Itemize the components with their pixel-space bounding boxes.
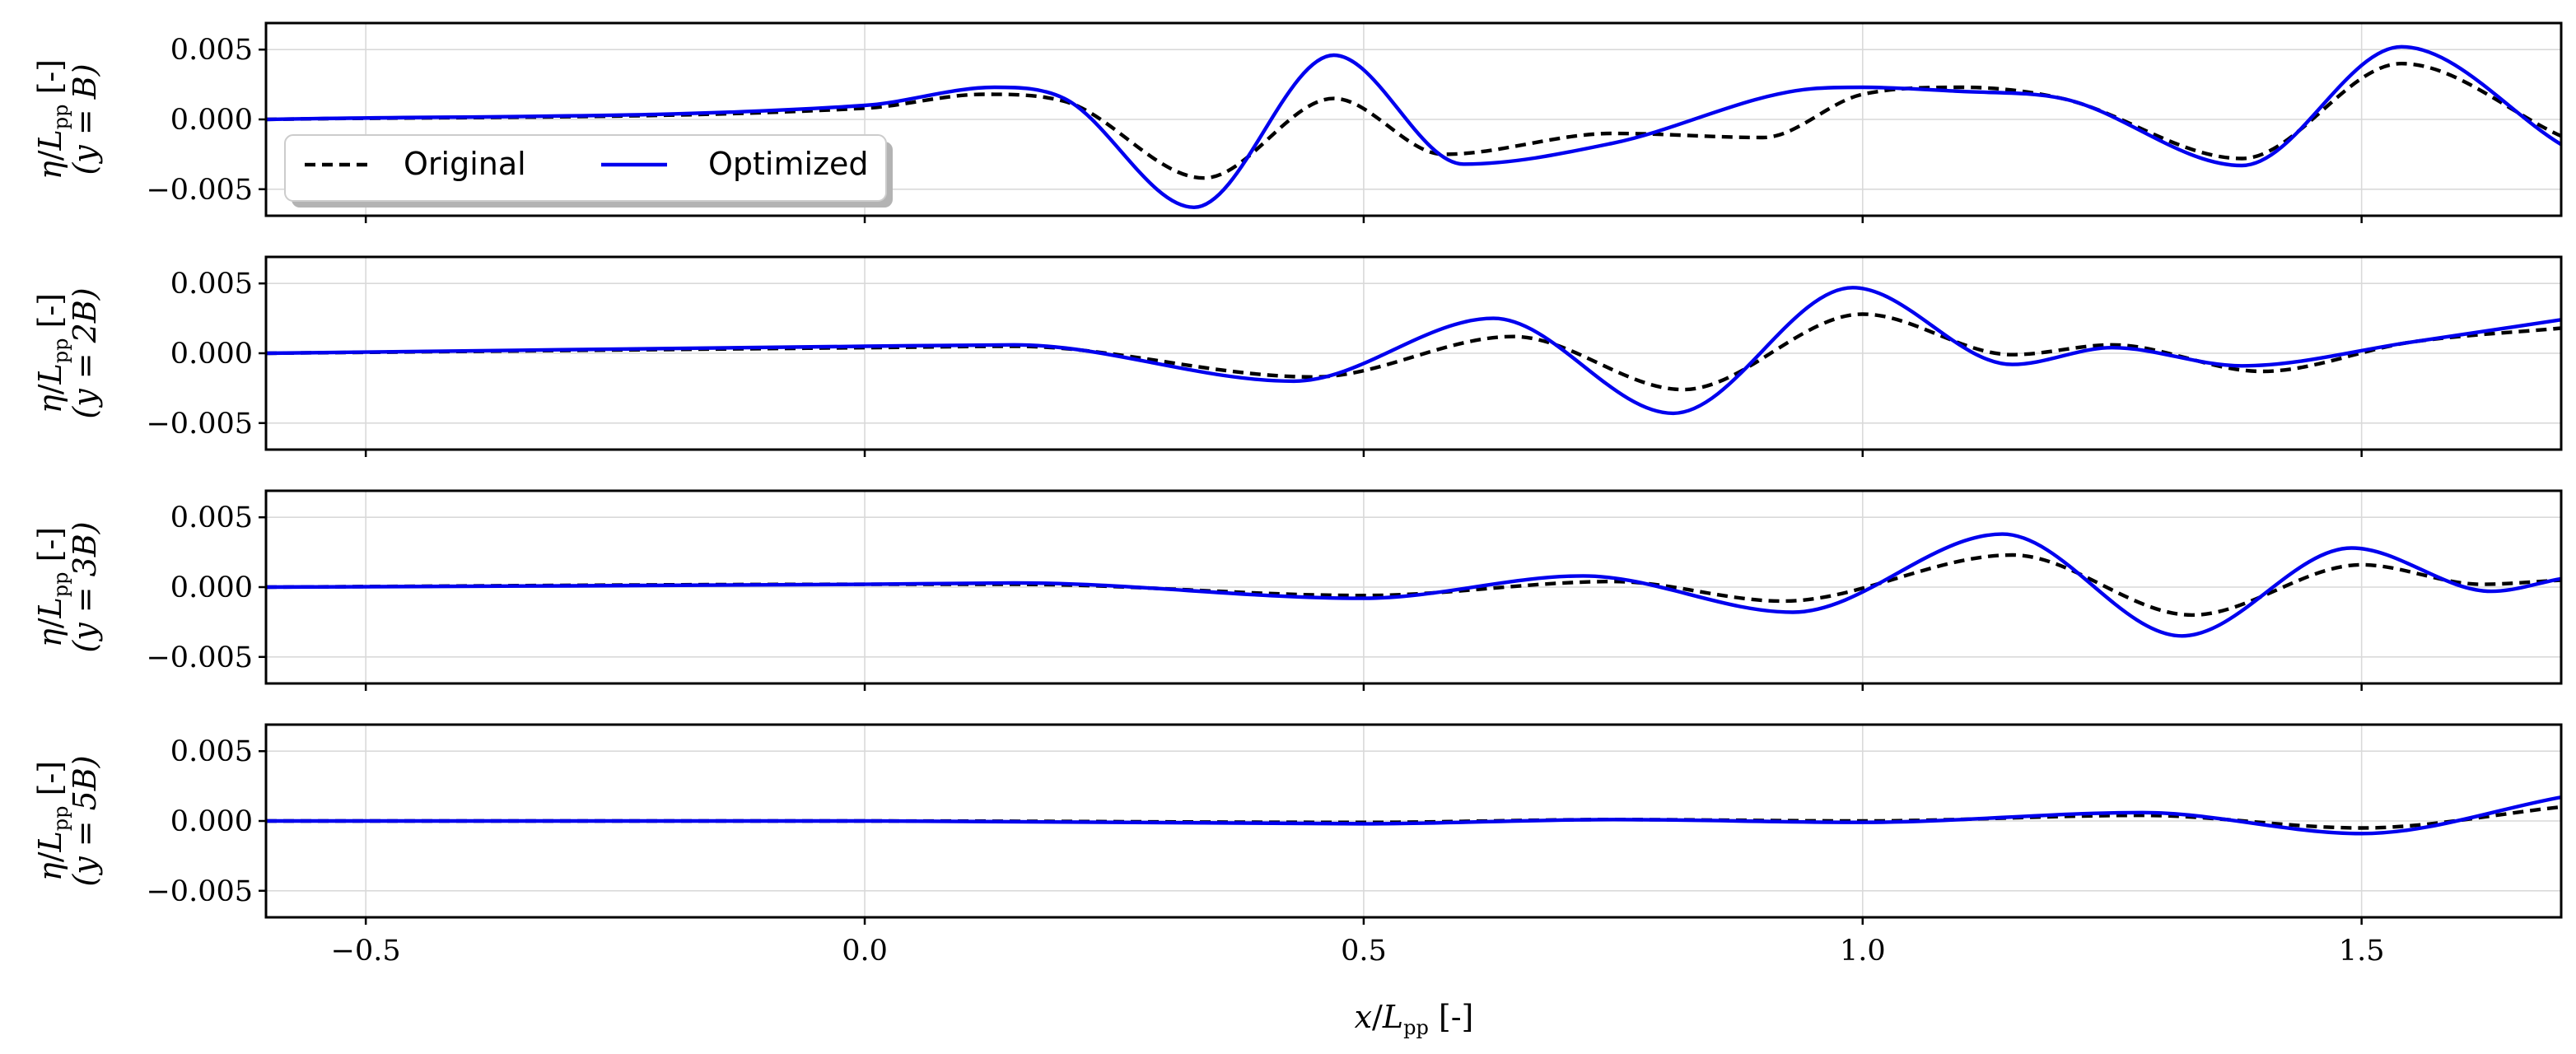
y-tick-label: 0.005 bbox=[170, 268, 253, 301]
y-label-var: L bbox=[32, 129, 68, 151]
y-tick-label: 0.000 bbox=[170, 104, 253, 137]
y-tick-label: 0.005 bbox=[170, 735, 253, 768]
x-tick-label: 1.5 bbox=[2339, 935, 2385, 968]
series-group bbox=[266, 532, 2561, 638]
y-axis-label: η/Lpp [-] bbox=[32, 293, 72, 413]
legend-box bbox=[284, 134, 887, 202]
x-tick-label: −0.5 bbox=[331, 935, 401, 968]
series-original-line bbox=[266, 62, 2561, 180]
panel-1: 0.005 0.000 −0.005 η/Lpp [-](y = B) bbox=[32, 21, 2563, 223]
series-group bbox=[266, 795, 2561, 836]
y-tick-label: 0.000 bbox=[170, 805, 253, 838]
series-optimized-line bbox=[266, 532, 2561, 638]
y-label-slash: / bbox=[32, 384, 68, 394]
x-tick-label: 1.0 bbox=[1840, 935, 1886, 968]
y-tick-label: 0.005 bbox=[170, 34, 253, 67]
y-axis-label: η/Lpp [-] bbox=[32, 527, 72, 647]
y-label-unit: [-] bbox=[32, 527, 68, 572]
y-label-sub: pp bbox=[49, 572, 72, 598]
y-label-slash: / bbox=[32, 618, 68, 628]
y-label-unit: [-] bbox=[32, 293, 68, 338]
y-label-symbol: η bbox=[32, 161, 68, 180]
y-label-unit: [-] bbox=[32, 761, 68, 806]
x-tick-label: 0.0 bbox=[842, 935, 888, 968]
y-axis-sublabel: (y = B) bbox=[67, 63, 103, 175]
series-optimized-line bbox=[266, 286, 2561, 416]
series-original-line bbox=[266, 312, 2561, 392]
y-label-sub: pp bbox=[49, 806, 72, 832]
y-tick-label: −0.005 bbox=[146, 875, 253, 908]
y-axis-label: η/Lpp [-] bbox=[32, 761, 72, 881]
y-label-var: L bbox=[32, 831, 68, 852]
panel-4: 0.005 0.000 −0.005 η/Lpp [-](y = 5B) bbox=[32, 723, 2563, 925]
panel-2: 0.005 0.000 −0.005 η/Lpp [-](y = 2B) bbox=[32, 255, 2563, 457]
series-group bbox=[266, 44, 2561, 209]
y-tick-label: 0.005 bbox=[170, 501, 253, 534]
y-label-symbol: η bbox=[32, 628, 68, 647]
y-tick-label: −0.005 bbox=[146, 408, 253, 441]
y-label-unit: [-] bbox=[32, 59, 68, 105]
series-group bbox=[266, 286, 2561, 416]
y-label-sub: pp bbox=[49, 338, 72, 364]
y-label-var: L bbox=[32, 597, 68, 618]
series-optimized-line bbox=[266, 795, 2561, 836]
y-axis-label: η/Lpp [-] bbox=[32, 59, 72, 180]
legend-label-original: Original bbox=[404, 146, 526, 182]
series-original-line bbox=[266, 804, 2561, 830]
y-label-slash: / bbox=[32, 851, 68, 862]
series-optimized-line bbox=[266, 44, 2561, 209]
y-label-symbol: η bbox=[32, 394, 68, 413]
x-axis-label: x/Lpp [-] bbox=[1355, 999, 1474, 1039]
y-tick-label: 0.000 bbox=[170, 571, 253, 604]
panel-3: 0.005 0.000 −0.005 η/Lpp [-](y = 3B) bbox=[32, 489, 2563, 691]
y-axis-sublabel: (y = 2B) bbox=[67, 287, 103, 418]
legend: Original Optimized bbox=[284, 134, 893, 208]
x-tick-label: 0.5 bbox=[1341, 935, 1387, 968]
legend-label-optimized: Optimized bbox=[708, 146, 869, 182]
y-label-var: L bbox=[32, 363, 68, 385]
y-label-slash: / bbox=[32, 150, 68, 161]
y-label-sub: pp bbox=[49, 105, 72, 130]
y-tick-label: −0.005 bbox=[146, 641, 253, 674]
y-axis-sublabel: (y = 5B) bbox=[67, 755, 103, 886]
y-tick-label: −0.005 bbox=[146, 174, 253, 207]
y-tick-label: 0.000 bbox=[170, 338, 253, 371]
y-label-symbol: η bbox=[32, 862, 68, 881]
y-axis-sublabel: (y = 3B) bbox=[67, 521, 103, 652]
